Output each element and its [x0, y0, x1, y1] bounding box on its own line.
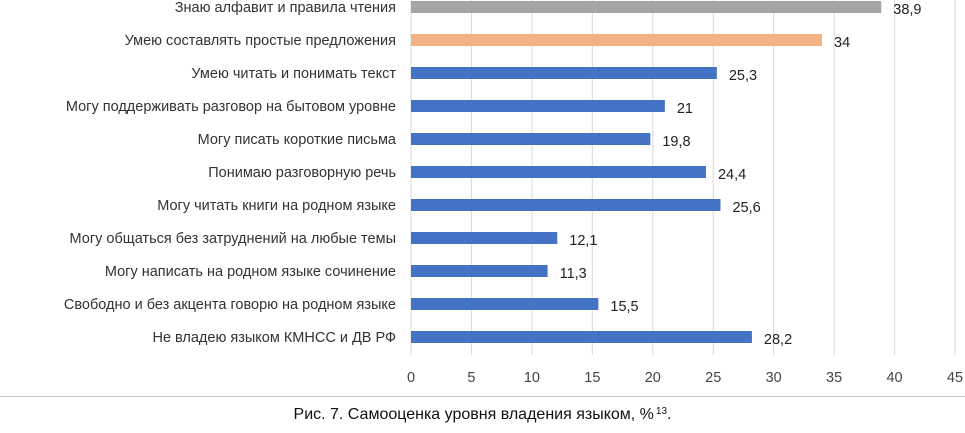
x-tick-label: 35 [826, 370, 842, 386]
bar [411, 67, 717, 79]
value-label: 28,2 [764, 332, 792, 348]
value-label: 25,3 [729, 68, 757, 84]
value-label: 34 [834, 35, 850, 51]
category-label: Могу читать книги на родном языке [157, 198, 396, 214]
figure-caption: Рис. 7. Самооценка уровня владения языко… [0, 396, 965, 433]
bar [411, 100, 665, 112]
caption-end: . [667, 406, 672, 423]
bar [411, 199, 721, 211]
category-label: Знаю алфавит и правила чтения [175, 0, 396, 16]
caption-footnote: 13 [655, 405, 668, 417]
bar [411, 265, 548, 277]
bar [411, 298, 599, 310]
value-label: 15,5 [610, 299, 638, 315]
category-label: Могу общаться без затруднений на любые т… [70, 231, 396, 247]
value-label: 21 [677, 101, 693, 117]
category-label: Могу написать на родном языке сочинение [105, 264, 396, 280]
value-label: 38,9 [893, 2, 921, 18]
x-tick-label: 10 [524, 370, 540, 386]
x-tick-label: 25 [705, 370, 721, 386]
bar [411, 133, 651, 145]
bar [411, 331, 752, 343]
value-label: 12,1 [569, 233, 597, 249]
x-tick-label: 40 [886, 370, 902, 386]
category-label: Умею составлять простые предложения [125, 33, 396, 49]
x-tick-label: 45 [947, 370, 963, 386]
bar-chart: 0 5 10 15 20 25 30 35 40 45 Знаю алфавит и правила… [64, 0, 963, 386]
category-label: Свободно и без акцента говорю на родном … [64, 297, 396, 313]
value-label: 25,6 [732, 200, 760, 216]
bar [411, 166, 706, 178]
category-label: Понимаю разговорную речь [208, 165, 396, 181]
category-label: Не владею языком КМНСС и ДВ РФ [152, 330, 396, 346]
category-label: Могу писать короткие письма [198, 132, 397, 148]
x-tick-label: 15 [584, 370, 600, 386]
caption-text: Рис. 7. Самооценка уровня владения языко… [293, 406, 654, 423]
category-label: Умею читать и понимать текст [191, 66, 396, 82]
category-label: Могу поддерживать разговор на бытовом ур… [66, 99, 396, 115]
bar [411, 34, 823, 46]
bar [411, 1, 882, 13]
bar [411, 232, 558, 244]
x-tick-label: 20 [645, 370, 661, 386]
value-label: 11,3 [560, 266, 587, 282]
value-label: 19,8 [662, 134, 690, 150]
x-tick-label: 30 [766, 370, 782, 386]
x-tick-label: 5 [467, 370, 475, 386]
x-tick-label: 0 [407, 370, 415, 386]
value-label: 24,4 [718, 167, 746, 183]
